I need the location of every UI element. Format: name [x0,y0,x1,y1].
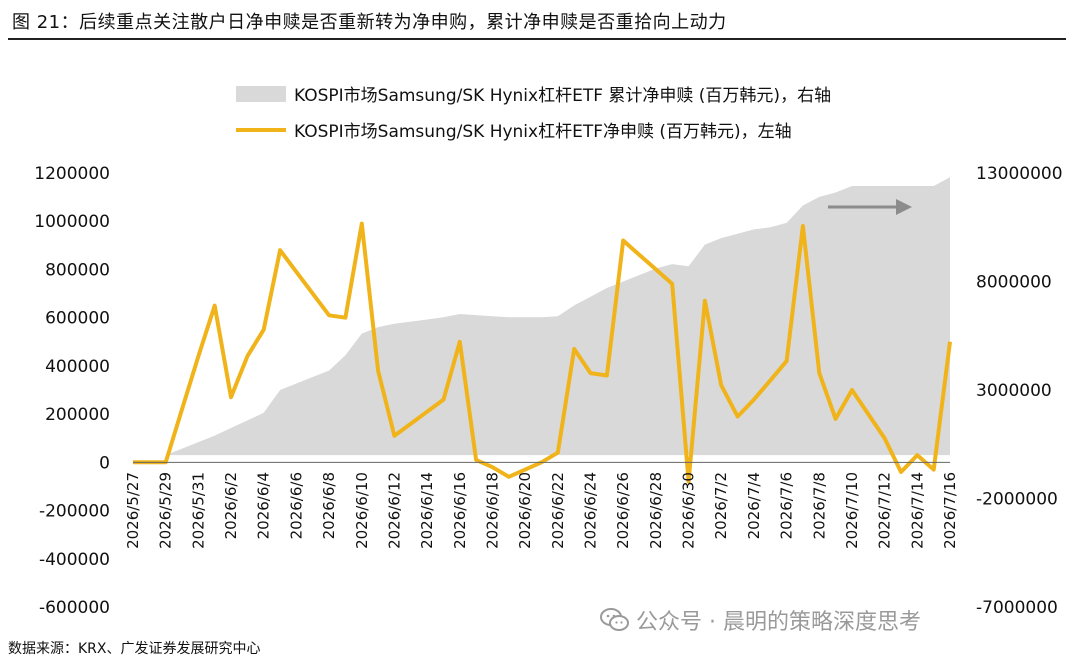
x-tick-label: 2026/6/16 [451,472,469,549]
left-tick-label: -600000 [39,598,110,618]
annotation-layer [828,199,912,215]
right-axis-ticks: 13000000 8000000 3000000 -2000000 -7000000 [976,164,1063,618]
x-tick-label: 2026/6/4 [255,472,273,539]
x-tick-label: 2026/6/20 [516,472,534,549]
left-tick-label: -400000 [39,550,110,570]
left-tick-label: 1000000 [34,212,110,232]
cumulative-area [133,177,950,456]
legend-swatch-cumulative [236,86,286,102]
left-tick-label: 600000 [45,309,110,329]
x-tick-label: 2026/6/26 [614,472,632,549]
right-tick-label: 3000000 [976,381,1052,401]
x-tick-label: 2026/7/12 [876,472,894,549]
right-axis-arrow-head [896,199,912,215]
x-tick-label: 2026/7/4 [745,472,763,539]
x-tick-label: 2026/5/29 [157,472,175,549]
x-tick-label: 2026/7/6 [778,472,796,539]
right-tick-label: 8000000 [976,273,1052,293]
left-tick-label: 1200000 [34,164,110,184]
left-tick-label: 200000 [45,405,110,425]
right-tick-label: -2000000 [976,490,1058,510]
x-tick-label: 2026/6/2 [222,472,240,539]
left-axis-ticks: 1200000 1000000 800000 600000 400000 200000 0 -… [34,164,110,618]
x-tick-label: 2026/6/28 [647,472,665,549]
x-tick-label: 2026/6/8 [320,472,338,539]
left-tick-label: 800000 [45,260,110,280]
x-tick-label: 2026/6/30 [680,472,698,549]
wechat-icon [600,607,630,639]
x-tick-label: 2026/5/31 [189,472,207,549]
right-tick-label: -7000000 [976,598,1058,618]
left-tick-label: 400000 [45,357,110,377]
x-tick-label: 2026/7/2 [712,472,730,539]
x-tick-label: 2026/7/8 [810,472,828,539]
x-tick-label: 2026/7/14 [908,472,926,549]
x-tick-label: 2026/6/18 [483,472,501,549]
x-tick-label: 2026/7/16 [941,472,959,549]
x-tick-label: 2026/5/27 [124,472,142,549]
figure-title: 图 21：后续重点关注散户日净申赎是否重新转为净申购，累计净申赎是否重拾向上动力 [12,12,727,33]
x-tick-label: 2026/7/10 [843,472,861,549]
legend: KOSPI市场Samsung/SK Hynix杠杆ETF 累计净申赎 (百万韩元… [236,86,831,142]
right-tick-label: 13000000 [976,164,1063,184]
x-tick-label: 2026/6/22 [549,472,567,549]
legend-label-daily: KOSPI市场Samsung/SK Hynix杠杆ETF净申赎 (百万韩元)，左… [294,122,792,142]
source-note: 数据来源：KRX、广发证券发展研究中心 [8,641,261,657]
watermark: 公众号 · 晨明的策略深度思考 [600,604,921,639]
x-tick-label: 2026/6/10 [353,472,371,549]
x-tick-label: 2026/6/24 [582,472,600,549]
legend-label-cumulative: KOSPI市场Samsung/SK Hynix杠杆ETF 累计净申赎 (百万韩元… [294,86,831,106]
left-tick-label: 0 [99,453,110,473]
left-tick-label: -200000 [39,502,110,522]
title-bar: 图 21：后续重点关注散户日净申赎是否重新转为净申购，累计净申赎是否重拾向上动力 [8,6,1066,40]
watermark-text: 公众号 · 晨明的策略深度思考 [636,610,921,635]
x-tick-label: 2026/6/12 [385,472,403,549]
x-tick-label: 2026/6/14 [418,472,436,549]
x-tick-label: 2026/6/6 [287,472,305,539]
cumulative-area-layer [133,177,950,456]
x-axis: 2026/5/27 2026/5/29 2026/5/31 2026/6/2 2026/… [124,461,959,549]
